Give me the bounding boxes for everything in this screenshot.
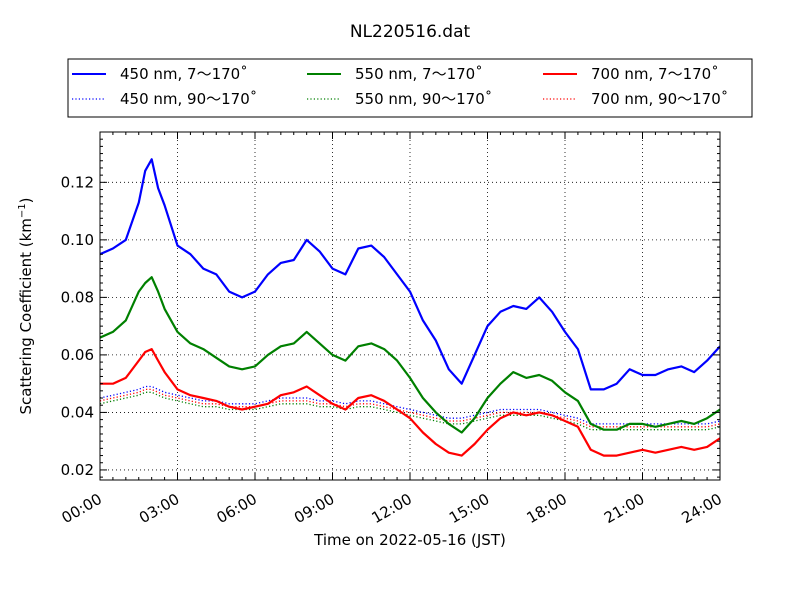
x-tick-label: 09:00 (291, 490, 337, 527)
y-tick-label: 0.10 (61, 231, 94, 249)
series-line-700nm-solid (100, 348, 720, 457)
y-axis-label-main: Scattering Coefficient (km (17, 218, 35, 414)
x-tick-label: 06:00 (214, 490, 260, 527)
axes (99, 131, 721, 481)
y-axis-label: Scattering Coefficient (km−1) (17, 197, 35, 414)
x-tick-label: 21:00 (601, 490, 647, 527)
x-tick-label: 00:00 (59, 490, 105, 527)
y-tick-label: 0.06 (61, 346, 94, 364)
y-tick-label: 0.02 (61, 461, 94, 479)
series-line-550nm-solid (100, 276, 720, 434)
x-tick-label: 12:00 (369, 490, 415, 527)
legend-label: 450 nm, 90～170˚ (120, 90, 257, 108)
x-tick-label: 03:00 (136, 490, 182, 527)
grid (100, 132, 720, 480)
legend-label: 550 nm, 7～170˚ (355, 65, 483, 83)
y-tick-label: 0.08 (61, 288, 94, 306)
x-tick-label: 18:00 (524, 490, 570, 527)
y-axis-label-exponent: −1 (17, 203, 28, 218)
legend-label: 450 nm, 7～170˚ (120, 65, 248, 83)
x-tick-label: 24:00 (679, 490, 725, 527)
legend-frame (67, 58, 753, 118)
legend-label: 550 nm, 90～170˚ (355, 90, 492, 108)
plot-series (100, 158, 720, 457)
x-tick-label: 15:00 (446, 490, 492, 527)
series-line-450nm-solid (100, 158, 720, 391)
series-line-550nm-dotted (100, 391, 720, 431)
y-axis-label-suffix: ) (17, 197, 35, 203)
series-line-450nm-dotted (100, 385, 720, 425)
legend: 450 nm, 7～170˚ 550 nm, 7～170˚ 700 nm, 7～17… (67, 58, 753, 118)
x-tick-labels: 00:00 03:00 06:00 09:00 12:00 15:00 18:00 21:00… (59, 490, 725, 527)
y-tick-label: 0.04 (61, 403, 94, 421)
x-axis-label: Time on 2022-05-16 (JST) (313, 531, 506, 549)
y-tick-label: 0.12 (61, 173, 94, 191)
y-tick-labels: 0.02 0.04 0.06 0.08 0.10 0.12 (61, 173, 94, 479)
chart-title: NL220516.dat (350, 22, 471, 42)
legend-label: 700 nm, 7～170˚ (591, 65, 719, 83)
legend-label: 700 nm, 90～170˚ (591, 90, 728, 108)
